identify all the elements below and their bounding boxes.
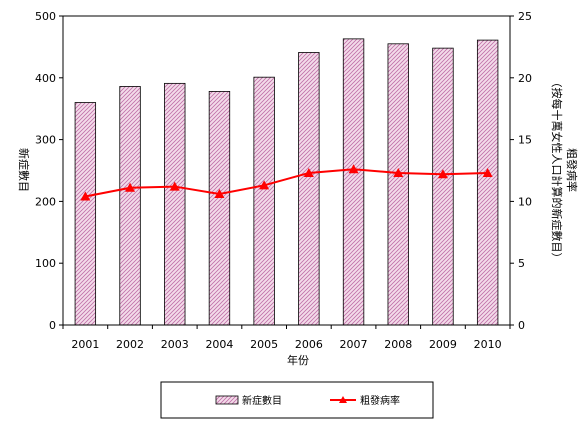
y-axis-right-title: 粗發病率	[565, 148, 579, 192]
line-marker	[80, 191, 91, 201]
y-right-tick-label: 20	[518, 72, 532, 85]
legend-bar-label: 新症數目	[242, 394, 282, 407]
line-marker	[169, 181, 180, 191]
x-tick-label: 2010	[474, 338, 502, 351]
y-right-tick-label: 25	[518, 10, 532, 23]
y-left-tick-label: 200	[35, 195, 56, 208]
line-marker	[393, 167, 404, 177]
x-tick-label: 2003	[161, 338, 189, 351]
x-tick-label: 2001	[71, 338, 99, 351]
line-series	[80, 164, 493, 201]
bar	[119, 86, 141, 326]
line-marker	[259, 180, 270, 190]
line-marker	[482, 167, 493, 177]
bar	[387, 43, 409, 326]
legend-box	[160, 381, 434, 419]
y-left-tick-label: 100	[35, 257, 56, 270]
y-axis-right-subtitle: （按每十萬女性人口計算的新症數目）	[550, 77, 564, 264]
y-right-tick-label: 5	[518, 257, 525, 270]
legend-bar-swatch	[215, 395, 239, 405]
line-marker	[125, 182, 136, 192]
legend: 新症數目 粗發病率	[160, 381, 434, 419]
bar	[342, 38, 365, 326]
line-marker	[214, 188, 225, 198]
line-marker	[437, 169, 448, 179]
legend-line-marker	[339, 396, 347, 403]
y-axis-left-title: 新症數目	[17, 148, 31, 192]
x-tick-label: 2009	[429, 338, 457, 351]
y-left-tick-label: 500	[35, 10, 56, 23]
x-tick-label: 2006	[295, 338, 323, 351]
bar	[476, 39, 499, 326]
x-tick-label: 2008	[384, 338, 412, 351]
bar	[208, 90, 231, 326]
y-right-tick-label: 0	[518, 319, 525, 332]
y-right-tick-label: 15	[518, 134, 532, 147]
x-tick-label: 2005	[250, 338, 278, 351]
line-marker	[348, 164, 359, 174]
y-left-tick-label: 0	[49, 319, 56, 332]
bars	[74, 38, 499, 326]
x-axis-title: 年份	[287, 353, 309, 367]
line-marker	[303, 167, 314, 177]
y-left-tick-label: 400	[35, 72, 56, 85]
axes: 0 100 200 300 400 500 0 5 10 15 20 25 2001 2002 2003 20…	[35, 10, 532, 351]
legend-line-label: 粗發病率	[360, 394, 400, 407]
bar	[74, 102, 97, 326]
bar	[298, 52, 320, 326]
y-left-tick-label: 300	[35, 134, 56, 147]
x-tick-label: 2007	[340, 338, 368, 351]
x-tick-label: 2004	[205, 338, 233, 351]
bar	[253, 76, 275, 326]
bar	[432, 47, 454, 326]
line-path	[85, 168, 488, 198]
x-tick-label: 2002	[116, 338, 144, 351]
bar	[164, 82, 186, 326]
y-right-tick-label: 10	[518, 195, 532, 208]
